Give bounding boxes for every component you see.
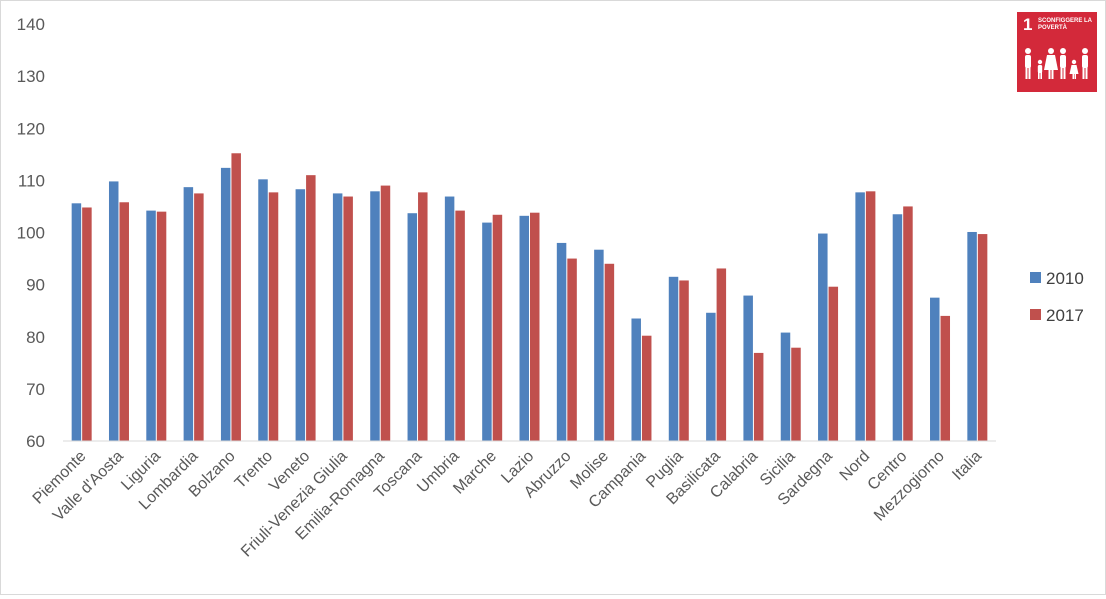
sdg-goal-number: 1 [1023, 15, 1033, 34]
bar-2010-valle-d-aosta [108, 181, 119, 442]
y-tick-label: 140 [17, 15, 45, 34]
bar-2010-liguria [146, 210, 156, 441]
bar-2017-italia [977, 234, 988, 441]
bar-2010-centro [892, 214, 903, 441]
bar-2010-abruzzo [556, 242, 567, 441]
bar-2017-bolzano [231, 153, 241, 441]
bar-2017-basilicata [716, 268, 727, 441]
y-tick-label: 130 [17, 67, 45, 86]
y-tick-label: 70 [26, 380, 45, 399]
bar-2017-valle-d-aosta [119, 202, 129, 441]
bar-2010-mezzogiorno [930, 297, 940, 441]
bar-2010-piemonte [71, 203, 82, 441]
bar-2017-liguria [156, 211, 167, 441]
y-axis: 60 70 80 90 100 110 120 130 140 [17, 15, 45, 451]
bar-2017-piemonte [82, 207, 92, 441]
bar-2017-molise [604, 263, 615, 441]
bar-2010-puglia [668, 276, 679, 441]
y-tick-label: 80 [26, 328, 45, 347]
y-tick-label: 100 [17, 224, 45, 243]
bar-2010-veneto [295, 189, 306, 441]
bar-2010-nord [855, 192, 865, 441]
bar-2010-molise [594, 249, 604, 441]
y-tick-label: 110 [18, 171, 45, 190]
legend-label-2010: 2010 [1046, 269, 1084, 288]
bar-2017-puglia [679, 280, 689, 441]
sdg-goal-badge: 1 SCONFIGGERE LA POVERTÀ [1017, 12, 1097, 92]
bar-2017-mezzogiorno [940, 315, 951, 441]
bar-2010-calabria [743, 295, 753, 441]
bar-2010-sicilia [780, 332, 791, 441]
bar-2017-abruzzo [567, 258, 577, 441]
bar-2017-lazio [530, 212, 540, 441]
bar-2017-nord [865, 191, 876, 441]
legend-swatch-2010 [1030, 272, 1041, 283]
y-tick-label: 60 [26, 432, 45, 451]
bar-2017-marche [492, 214, 503, 441]
bar-2017-sardegna [828, 286, 839, 441]
bar-2017-trento [268, 192, 279, 441]
bar-2017-centro [903, 206, 913, 441]
bar-2017-lombardia [194, 193, 204, 441]
bar-2010-trento [258, 179, 268, 441]
bar-2017-veneto [306, 175, 316, 441]
bar-2017-sicilia [791, 347, 801, 441]
bar-2017-campania [641, 335, 652, 441]
bar-2017-umbria [455, 210, 465, 441]
bar-2010-italia [967, 231, 977, 441]
bar-2017-toscana [418, 192, 428, 441]
bar-2017-friuli-venezia-giulia [343, 196, 353, 441]
bar-2010-sardegna [818, 233, 828, 441]
sdg-goal-text: SCONFIGGERE LA POVERTÀ [1038, 18, 1092, 31]
bar-2010-lombardia [183, 187, 194, 441]
bar-2010-marche [482, 222, 492, 441]
y-tick-label: 90 [26, 276, 45, 295]
bar-2010-toscana [407, 213, 418, 441]
bar-2010-umbria [444, 196, 455, 441]
family-icon [1025, 48, 1088, 79]
bar-2010-campania [631, 318, 641, 441]
bar-2010-basilicata [706, 312, 716, 441]
legend-swatch-2017 [1030, 309, 1041, 320]
bars [71, 153, 988, 442]
legend: 2010 2017 [1030, 269, 1084, 325]
x-tick-label: Italia [949, 448, 985, 484]
y-tick-label: 120 [17, 119, 45, 138]
bar-2017-emilia-romagna [380, 185, 391, 441]
bar-2010-lazio [519, 215, 529, 441]
legend-label-2017: 2017 [1046, 306, 1084, 325]
bar-2010-friuli-venezia-giulia [332, 193, 343, 441]
bar-2010-emilia-romagna [370, 191, 380, 441]
bar-2010-bolzano [220, 167, 231, 442]
bar-2017-calabria [753, 352, 764, 441]
